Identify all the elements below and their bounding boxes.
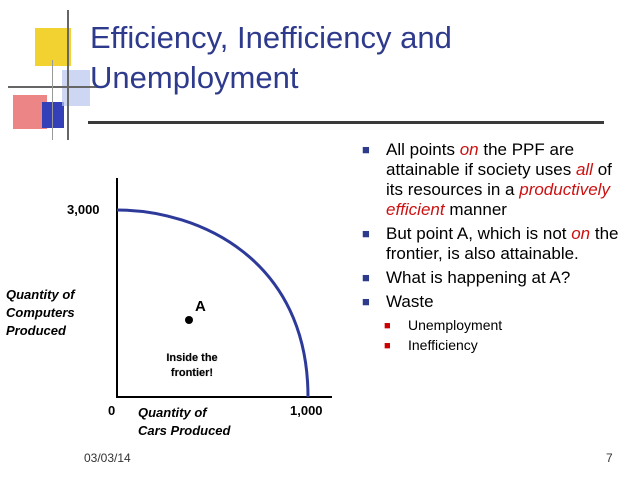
decor-horizontal-line [8,86,98,88]
bullet-3: ■ What is happening at A? [362,268,571,287]
slide-title: Efficiency, Inefficiency and Unemploymen… [90,18,620,98]
y-axis-label: Quantity of Computers Produced [6,287,75,338]
y-tick-label: 3,000 [67,202,100,217]
decor-vertical-line [67,10,69,140]
decor-red-square [13,95,47,129]
x-tick-label: 1,000 [290,403,323,418]
x-axis-label: Quantity of Cars Produced [138,405,231,438]
bullet-1: ■ All points on the PPF are attainable i… [362,140,612,219]
page-number: 7 [606,451,613,465]
point-a-marker [185,316,193,324]
sub-bullet-square-icon: ■ [384,340,391,352]
title-line-2: Unemployment [90,60,299,95]
title-underline [88,121,604,124]
sub-bullet-square-icon: ■ [384,320,391,332]
sub-bullet-2: ■ Inefficiency [384,337,478,353]
bullet-square-icon: ■ [362,270,370,285]
bullet-square-icon: ■ [362,226,370,241]
bullet-square-icon: ■ [362,142,370,157]
bullet-list: ■ All points on the PPF are attainable i… [360,140,630,356]
ppf-curve [116,208,310,398]
decor-yellow-square [35,28,71,66]
bullet-square-icon: ■ [362,294,370,309]
decor-thin-vertical [52,60,53,140]
origin-label: 0 [108,403,116,418]
inside-frontier-label: Inside the frontier! [166,352,218,379]
sub-bullet-1: ■ Unemployment [384,317,503,333]
decor-blue-square [42,102,64,128]
footer-date: 03/03/14 [84,451,131,465]
decor-lightblue-square [62,70,90,106]
bullet-4: ■ Waste [362,292,434,311]
point-a-label: A [195,298,206,315]
bullet-2: ■ But point A, which is not on the front… [362,224,619,263]
title-line-1: Efficiency, Inefficiency and [90,20,452,55]
